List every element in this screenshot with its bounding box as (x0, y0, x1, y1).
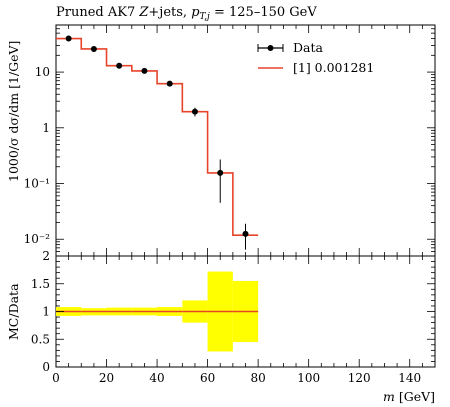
x-tick-label: 140 (398, 371, 421, 385)
main-y-tick-label: 1 (42, 121, 50, 135)
legend: Data [1] 0.001281 (257, 40, 374, 75)
legend-mc-label: [1] 0.001281 (293, 60, 374, 75)
data-point (166, 80, 173, 87)
ratio-y-tick-label: 0.5 (31, 332, 50, 346)
data-point (90, 45, 97, 52)
ratio-y-tick-label: 0 (42, 360, 50, 374)
x-tick-label: 120 (348, 371, 371, 385)
title-jets: +jets, (148, 5, 191, 20)
data-point (242, 230, 249, 237)
x-tick-label: 100 (297, 371, 320, 385)
main-series (56, 35, 259, 250)
main-x-ticks (55, 25, 436, 256)
x-tick-label: 40 (149, 371, 164, 385)
x-tick-label: 0 (52, 371, 60, 385)
x-tick-label: 80 (250, 371, 265, 385)
main-panel-frame (55, 24, 436, 257)
legend-data-label: Data (293, 40, 323, 55)
ratio-y-tick-label: 1.5 (31, 277, 50, 291)
ratio-y-ticks: 0 0.5 1 1.5 2 (31, 249, 435, 374)
data-point (116, 62, 123, 69)
main-y-tick-label: 10 (35, 65, 50, 79)
mc-step-histogram (56, 37, 259, 237)
ratio-y-axis-label: MC/Data (6, 283, 21, 340)
data-point (191, 108, 198, 115)
x-axis-label: m [GeV] (383, 389, 435, 404)
title-z: Z (138, 5, 149, 20)
x-axis-label-unit: [GeV] (395, 389, 435, 404)
chart-title: Pruned AK7 Z+jets, pT,j = 125–150 GeV (56, 5, 317, 22)
main-y-tick-label: 10⁻¹ (24, 177, 50, 191)
ratio-y-tick-label: 1 (42, 305, 50, 319)
x-tick-label: 60 (200, 371, 215, 385)
title-pt: p (191, 5, 200, 20)
title-pt-sub: T,j (200, 12, 211, 22)
data-point (217, 169, 224, 176)
legend-data-marker (267, 45, 274, 51)
main-y-ticks: 10⁻² 10⁻¹ 1 10 (24, 24, 435, 257)
x-tick-label: 20 (99, 371, 114, 385)
ratio-series (56, 271, 259, 352)
data-point (141, 67, 148, 74)
main-y-tick-label: 10⁻² (24, 232, 51, 246)
title-prefix: Pruned AK7 (56, 5, 139, 20)
main-y-axis-label: 1000/σ dσ/dm [1/GeV] (6, 41, 21, 182)
ratio-x-ticks: 0 20 40 60 80 100 120 140 (52, 256, 436, 385)
x-axis-label-var: m (383, 389, 395, 404)
title-range: = 125–150 GeV (210, 5, 317, 20)
data-point (65, 35, 72, 42)
ratio-y-tick-label: 2 (42, 249, 50, 263)
